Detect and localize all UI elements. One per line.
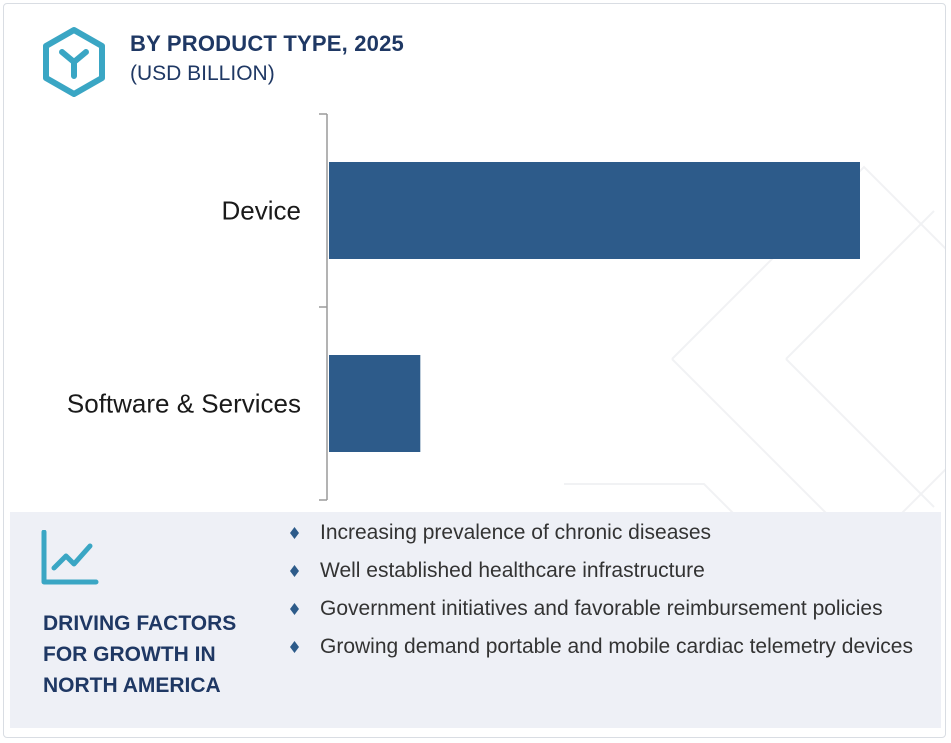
factor-item: Well established healthcare infrastructu… (288, 556, 918, 585)
factor-text: Government initiatives and favorable rei… (320, 597, 883, 620)
chart-title: BY PRODUCT TYPE, 2025 (130, 31, 404, 56)
hexagon-y-logo-icon (43, 27, 105, 97)
diamond-bullet-icon (290, 641, 299, 653)
driving-factors-heading: DRIVING FACTORS FOR GROWTH IN NORTH AMER… (43, 608, 273, 701)
bar-chart: Device Software & Services (67, 113, 860, 501)
factor-text: Well established healthcare infrastructu… (320, 559, 705, 582)
driving-factors-panel (10, 512, 941, 728)
bar-software-services (329, 355, 421, 452)
diamond-bullet-icon (290, 565, 299, 577)
line-chart-trend-icon (41, 530, 99, 585)
factor-item: Growing demand portable and mobile cardi… (288, 632, 918, 661)
factor-item: Increasing prevalence of chronic disease… (288, 518, 918, 547)
category-label: Software & Services (67, 389, 301, 419)
driving-factors-list: Increasing prevalence of chronic disease… (288, 518, 918, 670)
category-label: Device (222, 196, 301, 226)
heading-line: FOR GROWTH IN (43, 643, 216, 666)
heading-line: NORTH AMERICA (43, 674, 221, 697)
diamond-bullet-icon (290, 527, 299, 539)
chart-subtitle: (USD BILLION) (130, 62, 275, 85)
factor-text: Increasing prevalence of chronic disease… (320, 521, 712, 544)
heading-line: DRIVING FACTORS (43, 612, 237, 635)
diamond-bullet-icon (290, 603, 299, 615)
factor-item: Government initiatives and favorable rei… (288, 594, 918, 623)
bar-device (329, 162, 860, 259)
factor-text: Growing demand portable and mobile cardi… (320, 635, 913, 658)
